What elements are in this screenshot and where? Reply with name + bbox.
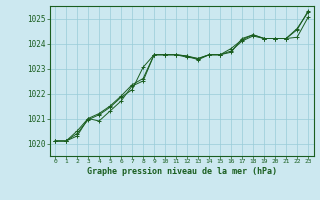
X-axis label: Graphe pression niveau de la mer (hPa): Graphe pression niveau de la mer (hPa) — [87, 167, 276, 176]
